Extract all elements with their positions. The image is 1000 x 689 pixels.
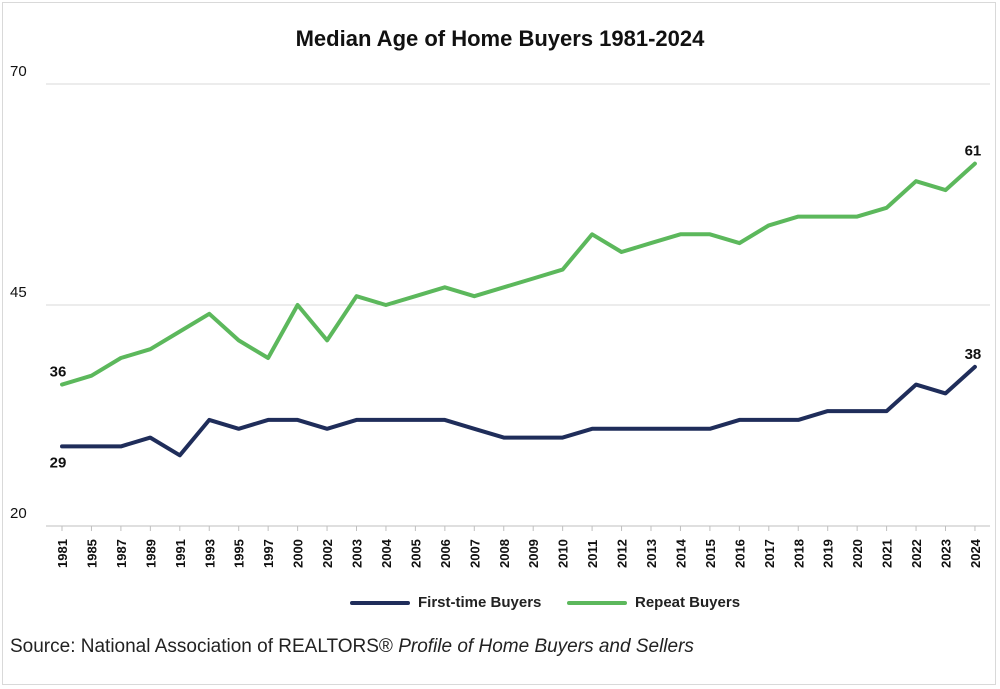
data-label-repeat-2024: 61: [965, 143, 982, 160]
x-tick-label-2019: 2019: [821, 539, 836, 568]
legend-item-repeat: Repeat Buyers: [567, 594, 740, 611]
x-tick-label-1997: 1997: [261, 539, 276, 568]
x-tick-label-2023: 2023: [939, 539, 954, 568]
x-tick-label-2006: 2006: [438, 539, 453, 568]
data-label-first-time-2024: 38: [965, 346, 982, 363]
series-line-first-time-buyers: [60, 364, 977, 458]
chart-legend: First-time Buyers Repeat Buyers: [0, 594, 1000, 618]
x-tick-label-2007: 2007: [467, 539, 482, 568]
x-tick-label-2008: 2008: [497, 539, 512, 568]
x-tick-label-1987: 1987: [114, 539, 129, 568]
x-tick-label-1993: 1993: [202, 539, 217, 568]
y-tick-label-45: 45: [10, 284, 27, 301]
data-label-repeat-1981: 36: [50, 364, 67, 381]
x-tick-label-2017: 2017: [762, 539, 777, 568]
x-tick-label-2020: 2020: [850, 539, 865, 568]
x-tick-label-2004: 2004: [379, 538, 394, 568]
x-tick-label-1985: 1985: [84, 539, 99, 568]
source-prefix: Source: National Association of REALTORS…: [10, 636, 393, 657]
source-note: Source: National Association of REALTORS…: [10, 636, 694, 658]
x-tick-label-2015: 2015: [703, 539, 718, 568]
x-tick-label-2005: 2005: [408, 539, 423, 568]
x-tick-label-1981: 1981: [55, 539, 70, 568]
y-tick-label-20: 20: [10, 505, 27, 522]
x-tick-label-2018: 2018: [791, 539, 806, 568]
legend-label-first-time: First-time Buyers: [418, 594, 542, 611]
x-tick-label-2013: 2013: [644, 539, 659, 568]
legend-label-repeat: Repeat Buyers: [635, 594, 741, 611]
x-tick-label-2003: 2003: [350, 539, 365, 568]
x-tick-label-2000: 2000: [291, 539, 306, 568]
x-tick-label-2011: 2011: [585, 540, 600, 568]
series-line-repeat-buyers: [60, 161, 977, 387]
x-tick-label-1989: 1989: [143, 539, 158, 568]
data-label-first-time-1981: 29: [50, 454, 67, 471]
legend-swatch-repeat: [567, 600, 627, 605]
x-tick-label-2010: 2010: [556, 539, 571, 568]
source-publication: Profile of Home Buyers and Sellers: [398, 636, 694, 657]
x-tick-label-1995: 1995: [232, 539, 247, 568]
chart-title: Median Age of Home Buyers 1981-2024: [295, 26, 705, 51]
x-tick-label-2002: 2002: [320, 539, 335, 568]
x-tick-label-2014: 2014: [673, 538, 688, 568]
legend-item-first-time: First-time Buyers: [350, 594, 541, 611]
x-tick-label-2022: 2022: [909, 539, 924, 568]
x-tick-label-2012: 2012: [615, 539, 630, 568]
y-tick-label-70: 70: [10, 63, 27, 80]
legend-swatch-first-time: [350, 600, 410, 605]
x-tick-label-2021: 2021: [880, 539, 895, 568]
x-tick-label-2009: 2009: [526, 539, 541, 568]
x-tick-label-1991: 1991: [173, 539, 188, 568]
x-tick-label-2024: 2024: [968, 538, 983, 568]
x-tick-label-2016: 2016: [732, 539, 747, 568]
